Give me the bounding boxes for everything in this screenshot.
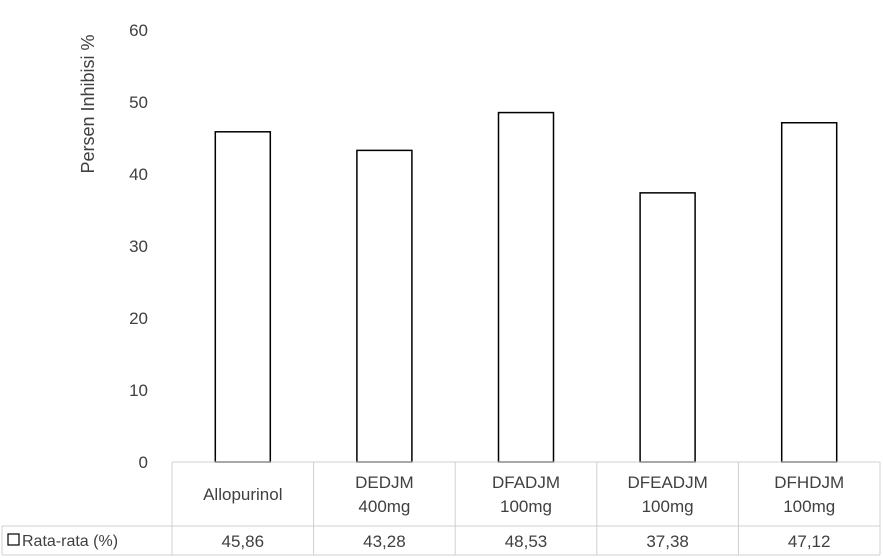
category-label: DFHDJM 100mg: [774, 473, 844, 516]
bar: [356, 149, 413, 463]
bars: [214, 111, 838, 463]
bar: [214, 131, 272, 463]
category-label: DFEADJM 100mg: [627, 473, 707, 516]
data-table: Allopurinol DEDJM 400mg DFADJM 100mg DFEADJM 1…: [1, 461, 881, 556]
legend-swatch: [7, 533, 20, 546]
value-label: 45,86: [222, 532, 265, 551]
value-label: 37,38: [646, 532, 689, 551]
category-label: Allopurinol: [203, 485, 282, 504]
y-tick-label: 30: [129, 237, 148, 256]
y-tick-label: 50: [129, 93, 148, 112]
y-axis-label: Persen Inhibisi %: [78, 34, 98, 173]
bar: [497, 111, 555, 463]
value-label: 43,28: [363, 532, 406, 551]
category-label: DFADJM 100mg: [492, 473, 560, 516]
category-label: DEDJM 400mg: [355, 473, 414, 516]
value-label: 47,12: [788, 532, 831, 551]
value-label: 48,53: [505, 532, 548, 551]
bar: [780, 121, 838, 463]
legend-series-name: Rata-rata (%): [22, 533, 118, 550]
y-axis-ticks: 0 10 20 30 40 50 60: [129, 21, 148, 472]
y-tick-label: 20: [129, 309, 148, 328]
y-tick-label: 40: [129, 165, 148, 184]
y-tick-label: 0: [139, 453, 148, 472]
bar: [639, 192, 696, 463]
y-tick-label: 10: [129, 381, 148, 400]
y-tick-label: 60: [129, 21, 148, 40]
